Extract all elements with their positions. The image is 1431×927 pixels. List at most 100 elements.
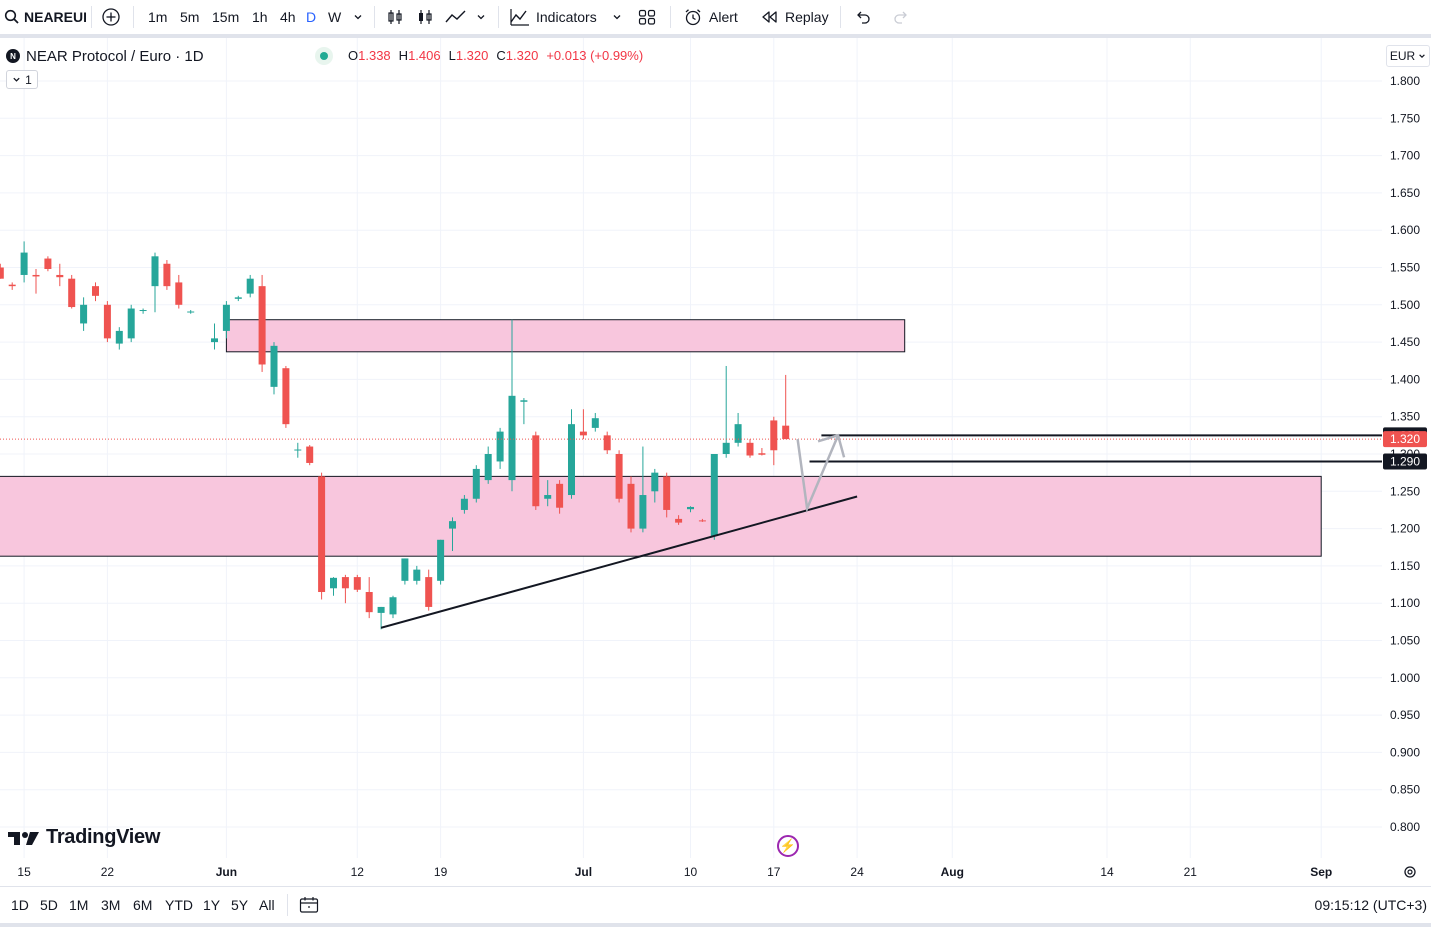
chevron-down-icon (353, 12, 363, 22)
range-1d[interactable]: 1D (11, 897, 29, 913)
candle-down (532, 431, 540, 510)
price-tick-label: 0.900 (1390, 745, 1420, 759)
ohlc-low-key: L (448, 48, 456, 63)
layout-button[interactable] (638, 0, 656, 34)
range-ytd[interactable]: YTD (165, 897, 193, 913)
candle-up (330, 577, 337, 596)
redo-icon (892, 9, 910, 25)
indicators-collapse-toggle[interactable]: 1 (6, 70, 38, 89)
candle-up (437, 539, 445, 585)
gear-ring (1404, 866, 1416, 878)
indicators-dropdown[interactable] (612, 0, 622, 34)
range-1m[interactable]: 1M (69, 897, 89, 913)
projection-arrowhead (817, 433, 846, 458)
tradingview-logo-icon (8, 829, 40, 847)
candle-down (746, 439, 754, 458)
price-label: 1.320 (1383, 431, 1427, 448)
market-open-dot-icon (320, 52, 328, 60)
interval-5m[interactable]: 5m (180, 9, 200, 25)
price-tick-label: 1.100 (1390, 596, 1420, 610)
interval-d[interactable]: D (306, 9, 317, 25)
indicators-button[interactable]: Indicators (510, 0, 597, 34)
chart-pane[interactable]: 1.800 1.750 1.700 1.650 1.600 1.550 1.500 1.450… (0, 38, 1431, 886)
candle-up (591, 412, 599, 432)
candle-down (163, 260, 171, 290)
interval-1m[interactable]: 1m (148, 9, 168, 25)
candle-up (413, 565, 421, 585)
ohlc-open: 1.338 (358, 48, 391, 63)
toolbar-separator (0, 34, 1431, 38)
alert-button[interactable]: Alert (683, 0, 738, 34)
interval-15m[interactable]: 15m (212, 9, 240, 25)
candle-body (758, 453, 766, 455)
candle-body (544, 495, 552, 499)
candle-body (8, 284, 16, 287)
market-status[interactable] (315, 47, 333, 65)
bar-style-candles-button[interactable] (386, 0, 404, 34)
candle-body (127, 308, 135, 339)
range-5d[interactable]: 5D (40, 897, 58, 913)
interval-dropdown[interactable] (353, 0, 363, 34)
time-tick-label: 24 (850, 865, 864, 879)
candle-body (175, 282, 183, 305)
timezone-clock[interactable]: 09:15:12 (UTC+3) (1314, 897, 1427, 913)
range-1y[interactable]: 1Y (203, 897, 221, 913)
ohlc-low: 1.320 (455, 48, 489, 63)
price-tick-label: 1.600 (1390, 223, 1420, 237)
symbol-search[interactable]: NEAREUR (4, 0, 86, 34)
candle-up (722, 365, 730, 458)
calendar-icon (299, 896, 319, 914)
range-6m[interactable]: 6M (133, 897, 153, 913)
line-style-button[interactable] (445, 0, 467, 34)
interval-4h[interactable]: 4h (280, 9, 296, 25)
range-5y[interactable]: 5Y (231, 897, 249, 913)
chart-legend: N NEAR Protocol / Euro · 1D (6, 46, 204, 66)
range-all[interactable]: All (259, 897, 275, 913)
chart-type-dropdown[interactable] (476, 0, 486, 34)
compare-button[interactable] (101, 0, 121, 34)
candle-up (449, 517, 456, 551)
indicators-label: Indicators (536, 9, 597, 25)
price-tick-label: 1.500 (1390, 298, 1420, 312)
undo-button[interactable] (854, 0, 872, 34)
ohlc-high: 1.406 (408, 48, 441, 63)
price-chart[interactable]: 1.800 1.750 1.700 1.650 1.600 1.550 1.500 1.450… (0, 38, 1431, 886)
candle-down (675, 515, 683, 525)
replay-button[interactable]: Replay (761, 0, 829, 34)
bar-style-bars-button[interactable] (416, 0, 434, 34)
symbol-title[interactable]: NEAR Protocol / Euro · 1D (26, 47, 204, 65)
redo-button[interactable] (892, 0, 910, 34)
candle-up (211, 323, 218, 350)
candle-body (449, 521, 456, 529)
candle-body (437, 539, 445, 581)
economic-event-icon[interactable]: ⚡ (777, 835, 799, 857)
projection-path (796, 434, 840, 514)
range-3m[interactable]: 3M (101, 897, 121, 913)
candle-down (8, 282, 16, 290)
candle-up (651, 468, 659, 503)
candle-down (44, 256, 52, 272)
candle-down (758, 448, 766, 456)
go-to-date-button[interactable] (299, 887, 319, 923)
price-axis: 1.800 1.750 1.700 1.650 1.600 1.550 1.500 1.450… (1390, 74, 1420, 834)
candle-up (151, 252, 159, 313)
candle-body (56, 274, 64, 278)
price-tick-label: 1.250 (1390, 484, 1420, 498)
tradingview-logo[interactable]: TradingView (8, 826, 160, 849)
price-tick-label: 0.850 (1390, 783, 1420, 797)
time-tick-label: Jun (216, 865, 237, 879)
candle-body (496, 431, 504, 462)
price-tick-label: 1.150 (1390, 559, 1420, 573)
bottom-separator (0, 886, 1431, 887)
candle-body (389, 597, 397, 615)
currency-select[interactable]: EUR (1386, 45, 1430, 67)
candle-up (234, 295, 242, 302)
candle-down (103, 301, 111, 343)
candle-up (401, 558, 409, 585)
price-tick-label: 0.800 (1390, 820, 1420, 834)
interval-w[interactable]: W (328, 9, 342, 25)
interval-1h[interactable]: 1h (252, 9, 268, 25)
time-tick-label: 21 (1184, 865, 1198, 879)
candle-body (187, 311, 195, 313)
candle-body (103, 304, 111, 339)
